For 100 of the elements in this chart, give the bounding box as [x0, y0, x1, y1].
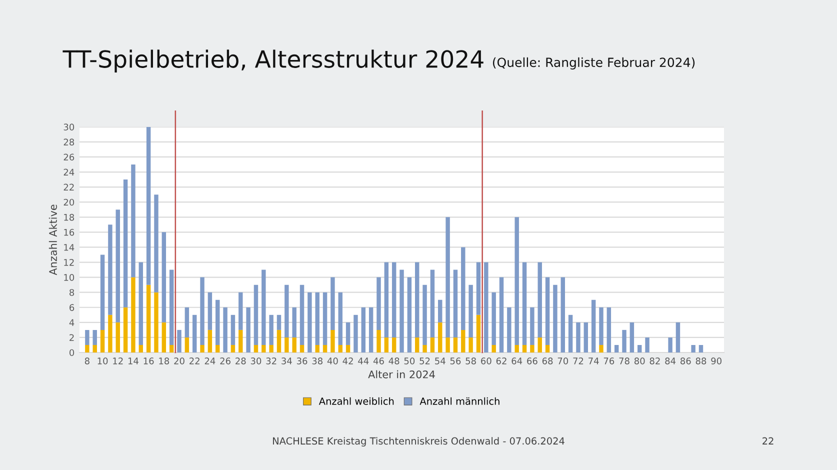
bar	[538, 337, 542, 352]
bar	[216, 344, 220, 352]
y-tick-label: 30	[64, 124, 74, 130]
bar	[300, 344, 304, 352]
bar	[414, 337, 420, 352]
bar	[514, 344, 519, 352]
bar	[384, 337, 389, 352]
bar	[576, 322, 580, 352]
x-axis-title: Alter in 2024	[368, 370, 435, 378]
bar	[116, 322, 120, 352]
bar	[330, 330, 335, 352]
bar	[123, 307, 128, 352]
bar	[284, 284, 289, 338]
y-tick-label: 10	[64, 274, 74, 281]
bar	[461, 247, 466, 330]
bar	[262, 344, 266, 352]
x-tick-label: 32	[266, 358, 276, 364]
x-tick-label: 74	[588, 358, 599, 364]
x-tick-label: 26	[220, 358, 230, 364]
bar	[376, 330, 381, 352]
bar	[246, 307, 250, 352]
x-tick-label: 62	[496, 358, 506, 364]
bar	[254, 284, 258, 345]
bar	[100, 330, 105, 352]
bar	[184, 337, 190, 352]
x-tick-label: 20	[174, 358, 184, 364]
bar	[138, 344, 144, 352]
text: 22	[762, 437, 774, 444]
bar	[230, 314, 236, 345]
y-tick-label: 26	[64, 154, 74, 161]
x-tick-label: 16	[144, 358, 154, 364]
bar	[430, 337, 435, 352]
x-tick-label: 38	[312, 358, 322, 364]
bar	[691, 344, 696, 352]
bar	[630, 322, 634, 352]
bar	[284, 337, 289, 352]
bar	[591, 300, 596, 352]
legend-label: Anzahl männlich	[420, 397, 500, 405]
bar	[276, 330, 282, 352]
x-tick-label: 36	[296, 358, 308, 364]
y-tick-label: 8	[70, 289, 74, 296]
bar	[545, 277, 550, 345]
bar	[414, 262, 420, 338]
bar	[553, 284, 558, 352]
bar	[438, 322, 442, 352]
bar	[392, 337, 396, 352]
x-tick-label: 28	[236, 358, 246, 364]
x-tick-label: 60	[481, 358, 492, 364]
bar	[238, 330, 243, 352]
x-tick-label: 58	[466, 358, 476, 364]
bar	[676, 322, 680, 352]
x-tick-label: 66	[527, 358, 538, 364]
bar	[108, 314, 112, 352]
chart-subtitle: (Quelle: Rangliste Februar 2024)	[492, 57, 695, 70]
bar	[599, 307, 604, 345]
bar	[484, 262, 488, 352]
y-tick-label: 0	[70, 349, 74, 356]
x-tick-label: 48	[388, 358, 400, 364]
bar	[154, 194, 158, 292]
bar	[492, 292, 496, 345]
bar	[560, 277, 565, 352]
y-tick-label: 14	[64, 244, 74, 251]
bar	[530, 307, 534, 345]
x-tick-label: 24	[204, 358, 216, 364]
bar	[308, 292, 312, 352]
bar	[522, 344, 527, 352]
bar	[638, 344, 642, 352]
bar	[230, 344, 236, 352]
x-tick-label: 22	[190, 358, 200, 364]
bar	[568, 314, 573, 352]
bar	[322, 344, 328, 352]
bar	[468, 337, 473, 352]
bar	[292, 337, 296, 352]
bar	[338, 344, 342, 352]
bar	[392, 262, 396, 338]
bar	[430, 270, 435, 338]
x-tick-label: 82	[650, 358, 660, 364]
bar	[216, 300, 220, 345]
bar	[208, 330, 212, 352]
x-tick-label: 10	[98, 358, 108, 364]
bar	[85, 330, 90, 345]
bar	[400, 270, 404, 352]
text: NACHLESE Kreistag Tischtenniskreis Odenwald - 07.06.2024	[273, 437, 564, 447]
bar	[300, 284, 304, 345]
bar	[538, 262, 542, 338]
x-tick-label: 76	[604, 358, 614, 364]
bar	[276, 314, 282, 330]
bar	[162, 322, 166, 352]
bar	[468, 284, 473, 338]
x-tick-label: 8	[84, 358, 90, 364]
bar	[698, 344, 704, 352]
y-tick-label: 2	[70, 334, 74, 341]
bar	[346, 344, 350, 352]
bar	[522, 262, 527, 345]
bar	[238, 292, 243, 330]
x-tick-label: 56	[450, 358, 461, 364]
x-tick-label: 12	[113, 358, 123, 364]
bar	[368, 307, 374, 352]
bar	[162, 232, 166, 322]
bar	[422, 284, 427, 345]
